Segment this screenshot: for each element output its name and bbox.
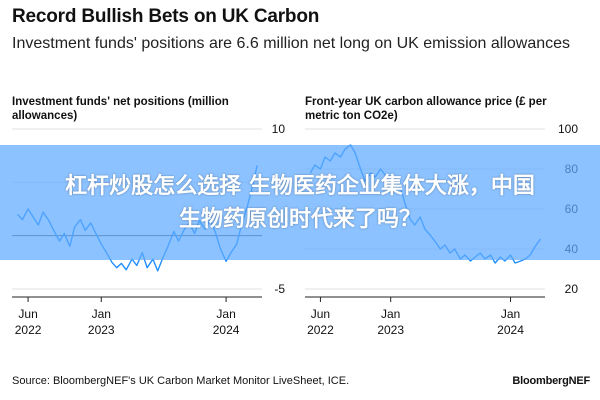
left-x-tick-label: Jun (18, 307, 37, 321)
right-panel-title: Front-year UK carbon allowance price (£ … (305, 96, 547, 122)
source-note: Source: BloombergNEF's UK Carbon Market … (12, 375, 350, 387)
right-x-tick-label: Jan (381, 307, 400, 321)
left-panel-title: Investment funds' net positions (million… (12, 96, 229, 122)
left-x-tick-year: 2023 (88, 323, 115, 337)
brand-logo: BloombergNEF (512, 375, 590, 387)
chart-title: Record Bullish Bets on UK Carbon (12, 6, 320, 27)
right-y-tick-label: 100 (558, 122, 578, 136)
left-x-tick-year: 2024 (213, 323, 240, 337)
right-x-tick-year: 2022 (307, 323, 334, 337)
banner-line-2: 生物药原创时代来了吗？ (178, 206, 421, 232)
overlay-banner: 杠杆炒股怎么选择 生物医药企业集体大涨，中国 生物药原创时代来了吗？ (0, 145, 600, 260)
chart-subtitle: Investment funds' positions are 6.6 mill… (12, 35, 571, 52)
left-x-tick-year: 2022 (15, 323, 42, 337)
right-x-tick-year: 2024 (497, 323, 524, 337)
left-y-tick-label: 10 (272, 122, 286, 136)
banner-line-1: 杠杆炒股怎么选择 生物医药企业集体大涨，中国 (65, 173, 535, 199)
left-y-tick-label: -5 (274, 282, 285, 296)
right-y-tick-label: 20 (565, 282, 579, 296)
right-x-tick-year: 2023 (377, 323, 404, 337)
left-x-tick-label: Jan (216, 307, 235, 321)
left-x-tick-label: Jan (92, 307, 111, 321)
right-x-tick-label: Jun (311, 307, 330, 321)
right-x-tick-label: Jan (501, 307, 520, 321)
